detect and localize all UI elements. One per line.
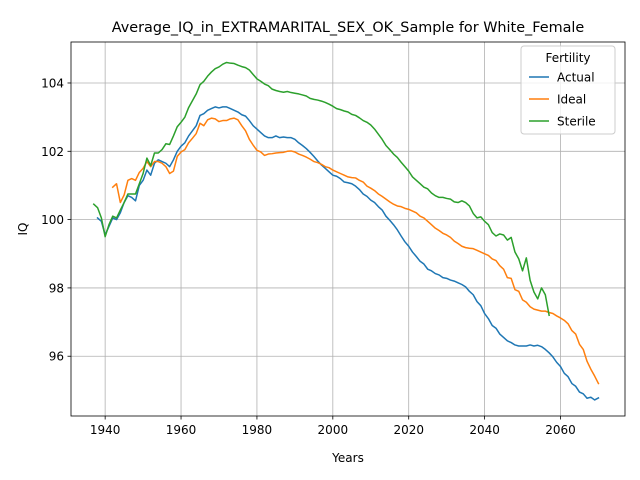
legend-items: Actual Ideal Sterile: [529, 71, 596, 129]
x-tick-label: 1960: [166, 423, 197, 437]
x-axis: 1940 1960 1980 2000 2020 2040 2060: [90, 416, 576, 437]
x-axis-label: Years: [331, 451, 364, 465]
legend-box: [520, 45, 616, 135]
legend-label-actual: Actual: [557, 71, 595, 85]
legend-label-ideal: Ideal: [557, 93, 586, 107]
series-layer: [92, 61, 600, 401]
y-tick-label: 104: [41, 76, 64, 90]
y-tick-label: 96: [49, 350, 64, 364]
x-tick-label: 1940: [90, 423, 121, 437]
x-tick-label: 1980: [242, 423, 273, 437]
y-axis-label: IQ: [16, 223, 30, 236]
plot-area: [70, 41, 626, 417]
x-tick-label: 2000: [318, 423, 349, 437]
y-axis: 96 98 100 102 104: [41, 76, 71, 364]
series-line-ideal: [111, 117, 600, 385]
legend-label-sterile: Sterile: [557, 115, 596, 129]
series-line-actual: [96, 106, 600, 401]
x-tick-label: 2020: [393, 423, 424, 437]
legend: Fertility Actual Ideal Sterile: [520, 45, 616, 135]
x-tick-label: 2060: [545, 423, 576, 437]
x-tick-label: 2040: [469, 423, 500, 437]
grid: [71, 42, 625, 416]
chart-title: Average_IQ_in_EXTRAMARITAL_SEX_OK_Sample…: [112, 20, 585, 36]
y-tick-label: 102: [41, 145, 64, 159]
series-line-sterile: [92, 61, 550, 317]
y-tick-label: 98: [49, 281, 64, 295]
legend-title: Fertility: [545, 51, 590, 65]
y-tick-label: 100: [41, 213, 64, 227]
